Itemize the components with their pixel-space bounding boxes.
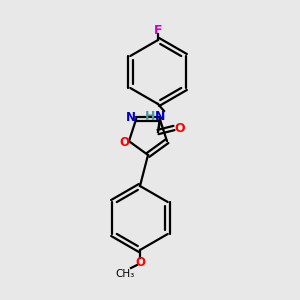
Text: N: N [126,111,136,124]
Text: H: H [145,110,155,122]
Text: O: O [135,256,145,268]
Text: CH₃: CH₃ [116,269,135,279]
Text: N: N [155,110,165,122]
Text: O: O [119,136,129,149]
Text: O: O [175,122,185,134]
Text: F: F [154,23,162,37]
